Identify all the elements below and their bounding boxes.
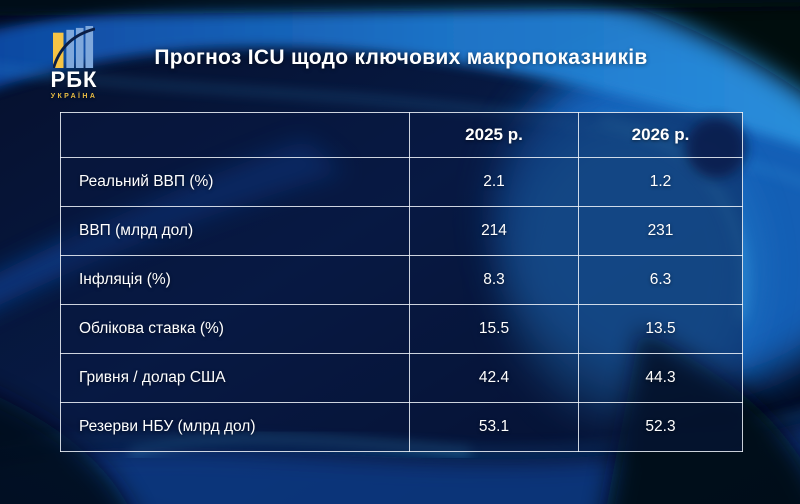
value-2026: 6.3 xyxy=(578,255,743,305)
row-label: ВВП (млрд дол) xyxy=(60,206,410,256)
table-row: Облікова ставка (%) 15.5 13.5 xyxy=(60,304,743,354)
value-2025: 15.5 xyxy=(409,304,579,354)
value-2025: 8.3 xyxy=(409,255,579,305)
forecast-table: 2025 р. 2026 р. Реальний ВВП (%) 2.1 1.2… xyxy=(60,112,743,452)
value-2026: 52.3 xyxy=(578,402,743,452)
forecast-table-container: 2025 р. 2026 р. Реальний ВВП (%) 2.1 1.2… xyxy=(60,112,743,452)
row-label: Інфляція (%) xyxy=(60,255,410,305)
table-row: Гривня / долар США 42.4 44.3 xyxy=(60,353,743,403)
value-2025: 53.1 xyxy=(409,402,579,452)
value-2026: 231 xyxy=(578,206,743,256)
value-2025: 2.1 xyxy=(409,157,579,207)
logo-wordmark: РБК xyxy=(50,67,98,92)
row-label: Гривня / долар США xyxy=(60,353,410,403)
row-label: Резерви НБУ (млрд дол) xyxy=(60,402,410,452)
value-2025: 42.4 xyxy=(409,353,579,403)
value-2026: 44.3 xyxy=(578,353,743,403)
table-row: Реальний ВВП (%) 2.1 1.2 xyxy=(60,157,743,207)
page-title: Прогноз ICU щодо ключових макропоказникі… xyxy=(154,46,648,69)
table-row: ВВП (млрд дол) 214 231 xyxy=(60,206,743,256)
column-header-2025: 2025 р. xyxy=(409,112,579,158)
value-2026: 1.2 xyxy=(578,157,743,207)
table-row: Резерви НБУ (млрд дол) 53.1 52.3 xyxy=(60,402,743,452)
column-header-2026: 2026 р. xyxy=(578,112,743,158)
value-2025: 214 xyxy=(409,206,579,256)
value-2026: 13.5 xyxy=(578,304,743,354)
table-row: Інфляція (%) 8.3 6.3 xyxy=(60,255,743,305)
row-label: Облікова ставка (%) xyxy=(60,304,410,354)
logo-country-label: УКРАЇНА xyxy=(50,93,98,101)
column-header-indicator xyxy=(60,112,410,158)
row-label: Реальний ВВП (%) xyxy=(60,157,410,207)
table-header-row: 2025 р. 2026 р. xyxy=(60,112,743,158)
